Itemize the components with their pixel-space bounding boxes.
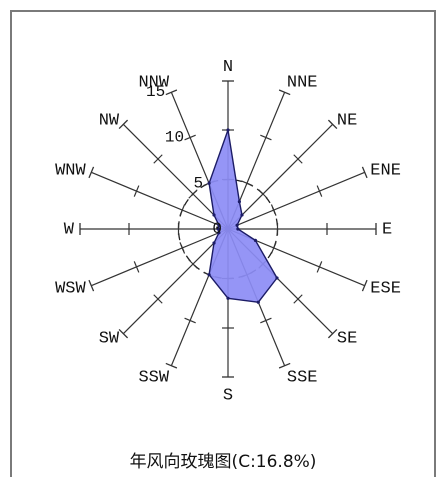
data-point-ssw [207,273,211,277]
axis-cap-wsw [88,279,95,292]
axis-tick-ssw-10 [184,317,196,324]
data-point-se [275,276,279,280]
axis-tick-nnw-10 [184,134,196,141]
axis-cap-nw [118,119,129,130]
direction-label-ene: ENE [370,162,401,181]
radial-tick-label-15: 15 [146,83,165,101]
direction-label-w: W [64,220,75,239]
data-point-ene [235,223,239,227]
axis-tick-wnw-5 [179,204,186,216]
data-point-nw [212,213,216,217]
axis-tick-nw-10 [153,154,163,164]
direction-label-ssw: SSW [138,369,169,388]
axis-cap-se [327,328,338,339]
axis-tick-ese-5 [270,242,277,254]
axis-tick-ene-5 [270,204,277,216]
direction-label-sw: SW [99,329,120,348]
data-point-sw [212,241,216,245]
axis-tick-wsw-5 [179,242,186,254]
axis-wsw [91,228,229,287]
direction-label-sse: SSE [287,369,318,388]
axis-sw [122,228,229,335]
direction-label-wnw: WNW [55,162,86,181]
axis-cap-nne [278,89,291,96]
direction-label-nne: NNE [287,74,318,93]
direction-label-n: N [223,58,233,77]
direction-label-e: E [382,220,392,239]
axis-tick-ne-10 [293,154,303,164]
direction-label-nw: NW [99,112,120,131]
axis-tick-ene-10 [316,185,323,197]
axis-cap-wnw [88,166,95,179]
data-point-wsw [217,231,221,235]
radial-tick-label-5: 5 [193,175,203,193]
axis-nw [122,123,229,230]
axis-tick-wnw-10 [133,185,140,197]
axis-tick-ne-5 [258,189,268,199]
radial-tick-label-0: 0 [212,220,222,238]
axis-ene [227,171,365,230]
data-point-s [226,296,230,300]
radial-tick-label-10: 10 [165,129,184,147]
axis-wnw [91,171,229,230]
axis-cap-ene [361,166,368,179]
data-point-nnw [207,181,211,185]
data-point-ne [240,213,244,217]
axis-cap-ese [361,279,368,292]
axis-cap-ssw [165,362,178,369]
data-point-sse [256,300,260,304]
data-point-e [236,227,240,231]
axis-tick-sw-10 [153,294,163,304]
data-point-ese [253,238,257,242]
direction-label-se: SE [337,329,357,348]
direction-label-ese: ESE [370,279,401,298]
labels-layer: N NNE NE ENE E ESE SE SSE S SSW SW WSW W WNW NW NNW 0 5 10… [55,58,401,405]
direction-label-wsw: WSW [55,279,86,298]
direction-label-s: S [223,386,233,405]
chart-caption: 年风向玫瑰图(C:16.8%) [129,452,317,472]
axis-ne [227,123,334,230]
axis-tick-nw-5 [188,189,198,199]
axis-tick-se-10 [293,294,303,304]
axis-tick-nne-5 [241,180,253,187]
axis-tick-ese-10 [316,261,323,273]
direction-label-ne: NE [337,112,357,131]
data-point-n [226,128,230,132]
axis-cap-sse [278,362,291,369]
axis-cap-nnw [165,89,178,96]
axis-tick-sw-5 [188,259,198,269]
series-layer [207,128,279,304]
axis-tick-wsw-10 [133,261,140,273]
data-point-w [216,227,220,231]
direction-label-nnw: NNW [138,74,169,93]
data-point-nne [237,200,241,204]
axis-cap-ne [327,119,338,130]
axis-cap-sw [118,328,129,339]
axis-tick-sse-10 [260,317,272,324]
data-point-wnw [217,223,221,227]
axis-tick-nne-10 [260,134,272,141]
